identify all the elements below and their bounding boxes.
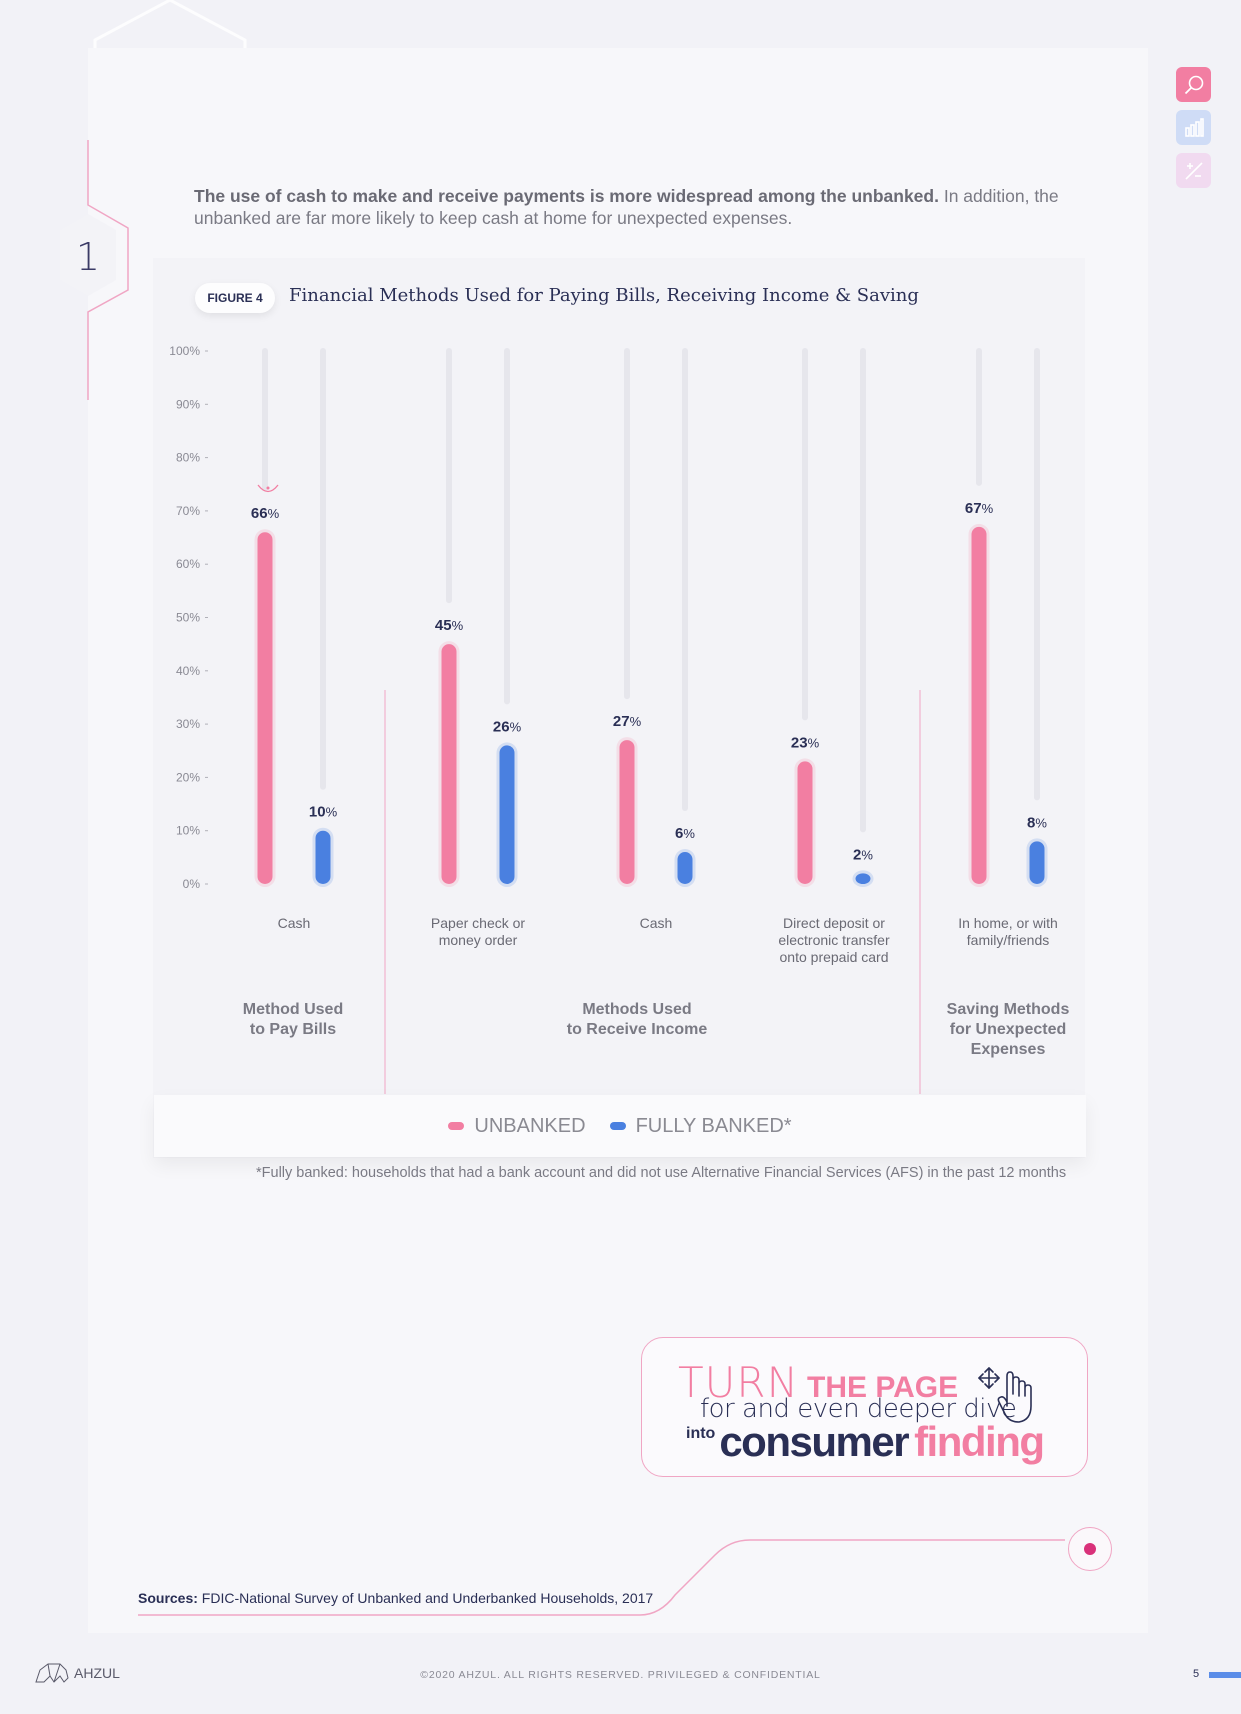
category-label: Cash	[278, 915, 311, 931]
bar-value-label: 10%	[309, 804, 338, 821]
chart-panel	[153, 258, 1085, 1158]
legend-swatch-fully-banked	[609, 1122, 626, 1130]
legend-item-fully-banked: FULLY BANKED*	[609, 1114, 792, 1138]
bar-fully-banked	[1029, 841, 1045, 884]
y-tick-label: 10%	[176, 824, 200, 838]
cta-line-2: for and even deeper dive	[700, 1394, 1017, 1424]
cta-finding: finding	[914, 1418, 1045, 1465]
y-tick-label: 70%	[176, 504, 200, 518]
chart-tool-button[interactable]	[1176, 110, 1211, 145]
bar-chart-icon	[1184, 117, 1204, 137]
highlight-marker	[257, 484, 279, 493]
bar-value-label: 8%	[1027, 814, 1047, 831]
y-tick-label: 100%	[169, 344, 200, 358]
group-label: Saving Methods	[947, 1001, 1070, 1018]
bar-unbanked	[441, 644, 457, 884]
section-marker	[60, 140, 129, 400]
cta-the-page: THE PAGE	[807, 1371, 959, 1404]
category-label: electronic transfer	[778, 932, 890, 948]
y-tick-label: 30%	[176, 717, 200, 731]
search-icon	[1184, 75, 1203, 94]
figure-badge: FIGURE 4	[195, 283, 275, 313]
cta-turn: TURN	[678, 1358, 799, 1407]
group-label: Methods Used	[582, 1001, 691, 1018]
intro-text: The use of cash to make and receive paym…	[194, 185, 1074, 229]
legend-swatch-unbanked	[448, 1122, 465, 1130]
bar-fully-banked	[499, 745, 515, 884]
bar-value-label: 6%	[675, 825, 695, 842]
group-label: to Pay Bills	[250, 1021, 336, 1038]
brand-logo: AHZUL	[34, 1662, 120, 1684]
elephant-logo-icon	[35, 1663, 69, 1683]
scroll-indicator-dot	[1084, 1543, 1096, 1555]
swipe-hand-icon	[978, 1367, 1032, 1423]
intro-rest: In addition, the unbanked are far more l…	[194, 186, 1059, 228]
page-number: 5	[1193, 1668, 1200, 1680]
category-label: Paper check or	[431, 915, 525, 931]
bar-value-label: 2%	[853, 846, 873, 863]
legend-label-fully-banked: FULLY BANKED*	[635, 1114, 792, 1137]
bar-value-label: 27%	[613, 713, 642, 730]
bar-unbanked	[797, 761, 813, 884]
y-tick-label: 20%	[176, 770, 200, 784]
bar-value-label: 45%	[435, 617, 464, 634]
y-tick-label: 40%	[176, 664, 200, 678]
legend-label-unbanked: UNBANKED	[474, 1114, 586, 1137]
y-tick-label: 50%	[176, 611, 200, 625]
ratio-tool-button[interactable]	[1176, 153, 1211, 188]
bar-unbanked	[257, 532, 273, 884]
legend-item-unbanked: UNBANKED	[448, 1114, 586, 1138]
sources: Sources: FDIC-National Survey of Unbanke…	[138, 1590, 653, 1606]
category-label: Direct deposit or	[783, 915, 885, 931]
copyright: ©2020 AHZUL. ALL RIGHTS RESERVED. PRIVIL…	[420, 1669, 821, 1681]
sources-label: Sources:	[138, 1590, 198, 1606]
sources-text: FDIC-National Survey of Unbanked and Und…	[197, 1590, 654, 1606]
turn-the-page-callout[interactable]: TURN THE PAGE for and even deeper dive in…	[641, 1337, 1088, 1477]
brand-name: AHZUL	[74, 1665, 120, 1681]
page-tab	[1209, 1672, 1241, 1678]
chart-legend: UNBANKED FULLY BANKED*	[154, 1095, 1086, 1157]
y-tick-label: 80%	[176, 451, 200, 465]
scroll-indicator[interactable]	[1068, 1527, 1112, 1571]
bar-unbanked	[971, 526, 987, 884]
intro-bold: The use of cash to make and receive paym…	[194, 186, 939, 206]
group-label: for Unexpected	[950, 1021, 1066, 1038]
cta-into: into	[686, 1425, 716, 1442]
figure-title: Financial Methods Used for Paying Bills,…	[289, 285, 919, 306]
group-label: Expenses	[971, 1041, 1046, 1058]
cta-line-3: intoconsumer finding	[686, 1418, 1045, 1466]
bar-fully-banked	[315, 830, 331, 884]
bar-fully-banked	[677, 852, 693, 884]
category-label: onto prepaid card	[780, 949, 889, 965]
category-label: In home, or with	[958, 915, 1058, 931]
cta-line-1: TURN THE PAGE	[678, 1358, 958, 1407]
group-label: Method Used	[243, 1001, 343, 1018]
section-number: 1	[75, 235, 101, 279]
category-label: family/friends	[967, 932, 1049, 948]
bar-value-label: 67%	[965, 500, 994, 517]
bar-value-label: 26%	[493, 718, 522, 735]
group-label: to Receive Income	[567, 1021, 708, 1038]
y-tick-label: 0%	[183, 877, 201, 891]
category-label: money order	[439, 932, 518, 948]
highlight-marker-dot	[266, 486, 270, 490]
plus-minus-icon	[1184, 161, 1203, 180]
footnote: *Fully banked: households that had a ban…	[256, 1165, 1067, 1181]
bar-value-label: 23%	[791, 734, 820, 751]
search-tool-button[interactable]	[1176, 67, 1211, 102]
bar-chart: 0% 10% 20% 30% 40% 50% 60% 70% 80% 90% 100% 66% 45% 2…	[169, 344, 1070, 1094]
category-label: Cash	[640, 915, 673, 931]
y-tick-label: 90%	[176, 397, 200, 411]
bar-unbanked	[619, 740, 635, 884]
bar-value-label: 66%	[251, 505, 280, 522]
cta-consumer: consumer	[719, 1418, 909, 1465]
y-tick-label: 60%	[176, 557, 200, 571]
bar-fully-banked	[855, 873, 871, 884]
